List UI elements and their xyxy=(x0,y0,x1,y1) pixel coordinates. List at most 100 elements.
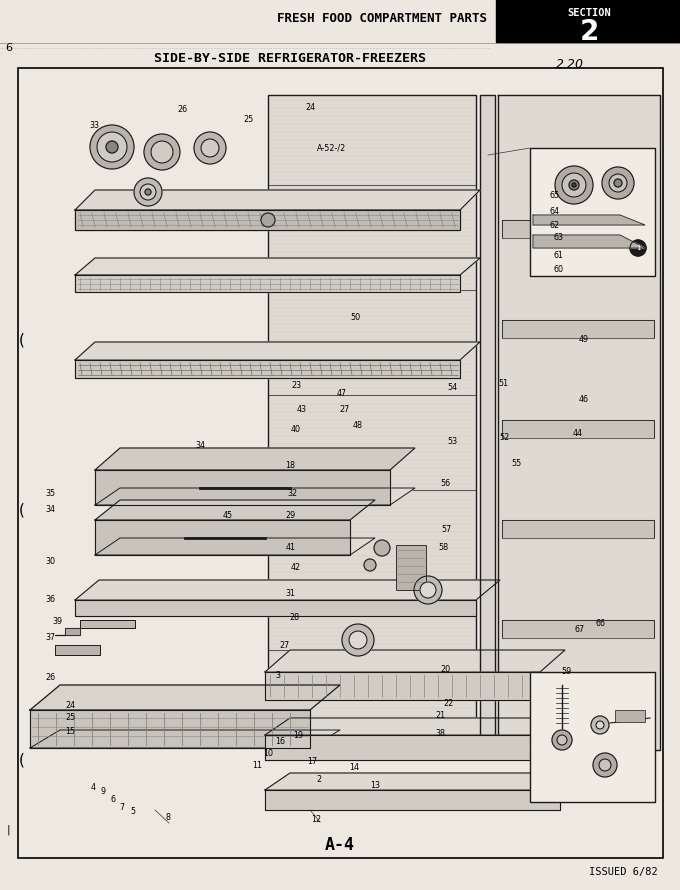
Text: 54: 54 xyxy=(447,384,457,392)
Text: 9: 9 xyxy=(101,788,105,797)
Text: 33: 33 xyxy=(89,120,99,130)
Text: 57: 57 xyxy=(441,525,451,535)
Bar xyxy=(18,68,663,858)
Text: 58: 58 xyxy=(438,544,448,553)
Text: SIDE-BY-SIDE REFRIGERATOR-FREEZERS: SIDE-BY-SIDE REFRIGERATOR-FREEZERS xyxy=(154,52,426,65)
Circle shape xyxy=(364,559,376,571)
Text: 56: 56 xyxy=(440,480,450,489)
Circle shape xyxy=(420,582,436,598)
Circle shape xyxy=(630,240,646,256)
Text: 32: 32 xyxy=(287,490,297,498)
Text: 46: 46 xyxy=(579,395,589,404)
Polygon shape xyxy=(533,215,645,225)
Polygon shape xyxy=(75,190,480,210)
Bar xyxy=(496,0,680,42)
Text: 62: 62 xyxy=(550,221,560,230)
Text: 13: 13 xyxy=(370,781,380,789)
Circle shape xyxy=(552,730,572,750)
Text: 43: 43 xyxy=(297,406,307,415)
Text: 35: 35 xyxy=(45,489,55,498)
Text: 41: 41 xyxy=(286,544,296,553)
Text: A-52-/2: A-52-/2 xyxy=(318,143,347,152)
Polygon shape xyxy=(95,500,375,520)
Text: (: ( xyxy=(19,503,25,517)
Polygon shape xyxy=(75,342,480,360)
Polygon shape xyxy=(95,470,390,505)
Polygon shape xyxy=(75,600,476,616)
Text: 2: 2 xyxy=(579,18,598,46)
Text: 1: 1 xyxy=(636,245,641,251)
Circle shape xyxy=(562,173,586,197)
Text: 22: 22 xyxy=(443,699,453,708)
Polygon shape xyxy=(502,320,654,338)
Text: 8: 8 xyxy=(165,813,171,821)
Text: |: | xyxy=(6,825,10,835)
Bar xyxy=(80,620,135,628)
Circle shape xyxy=(106,141,118,153)
Circle shape xyxy=(140,184,156,200)
Circle shape xyxy=(194,132,226,164)
Polygon shape xyxy=(30,730,340,748)
Text: 7: 7 xyxy=(120,803,124,812)
Polygon shape xyxy=(75,275,460,292)
Polygon shape xyxy=(75,360,460,378)
Text: 47: 47 xyxy=(337,390,347,399)
Text: 16: 16 xyxy=(275,738,285,747)
Text: 26: 26 xyxy=(45,674,55,683)
Text: 31: 31 xyxy=(285,588,295,597)
Bar xyxy=(55,645,100,655)
Text: 36: 36 xyxy=(45,595,55,604)
Polygon shape xyxy=(95,520,350,555)
Circle shape xyxy=(602,167,634,199)
Polygon shape xyxy=(265,650,565,672)
Text: FRESH FOOD COMPARTMENT PARTS: FRESH FOOD COMPARTMENT PARTS xyxy=(277,12,487,25)
Bar xyxy=(530,672,655,802)
Circle shape xyxy=(144,134,180,170)
Text: 59: 59 xyxy=(562,668,572,676)
Polygon shape xyxy=(502,220,654,238)
Text: 2: 2 xyxy=(316,775,322,784)
Polygon shape xyxy=(30,685,340,710)
Text: 10: 10 xyxy=(263,749,273,758)
Circle shape xyxy=(414,576,442,604)
Text: 6: 6 xyxy=(5,43,12,53)
Polygon shape xyxy=(498,95,660,750)
Polygon shape xyxy=(265,718,585,735)
Polygon shape xyxy=(502,420,654,438)
Polygon shape xyxy=(95,538,375,555)
Bar xyxy=(75,210,460,230)
Text: 27: 27 xyxy=(340,406,350,415)
Circle shape xyxy=(572,183,576,187)
Text: 42: 42 xyxy=(291,563,301,572)
Bar xyxy=(396,545,426,590)
Text: 51: 51 xyxy=(498,379,508,389)
Text: 63: 63 xyxy=(553,233,563,242)
Text: 37: 37 xyxy=(45,634,55,643)
Circle shape xyxy=(134,178,162,206)
Text: 53: 53 xyxy=(447,438,457,447)
Text: 6: 6 xyxy=(110,796,116,805)
Polygon shape xyxy=(533,235,645,248)
Polygon shape xyxy=(30,710,310,748)
Circle shape xyxy=(591,716,609,734)
Circle shape xyxy=(555,166,593,204)
Text: 27: 27 xyxy=(279,641,289,650)
Polygon shape xyxy=(75,210,460,230)
Text: 60: 60 xyxy=(553,265,563,274)
Text: 44: 44 xyxy=(573,430,583,439)
Text: 25: 25 xyxy=(65,714,75,723)
Polygon shape xyxy=(502,520,654,538)
Text: SECTION: SECTION xyxy=(567,8,611,18)
Text: 38: 38 xyxy=(435,730,445,739)
Text: 4: 4 xyxy=(90,783,95,792)
Text: 2.20: 2.20 xyxy=(556,58,584,71)
Text: 26: 26 xyxy=(177,106,187,115)
Circle shape xyxy=(614,179,622,187)
Text: ISSUED 6/82: ISSUED 6/82 xyxy=(590,867,658,877)
Bar xyxy=(268,95,476,755)
Polygon shape xyxy=(95,488,415,505)
Text: 24: 24 xyxy=(305,103,315,112)
Circle shape xyxy=(557,735,567,745)
Text: 14: 14 xyxy=(349,764,359,773)
Text: 23: 23 xyxy=(291,381,301,390)
